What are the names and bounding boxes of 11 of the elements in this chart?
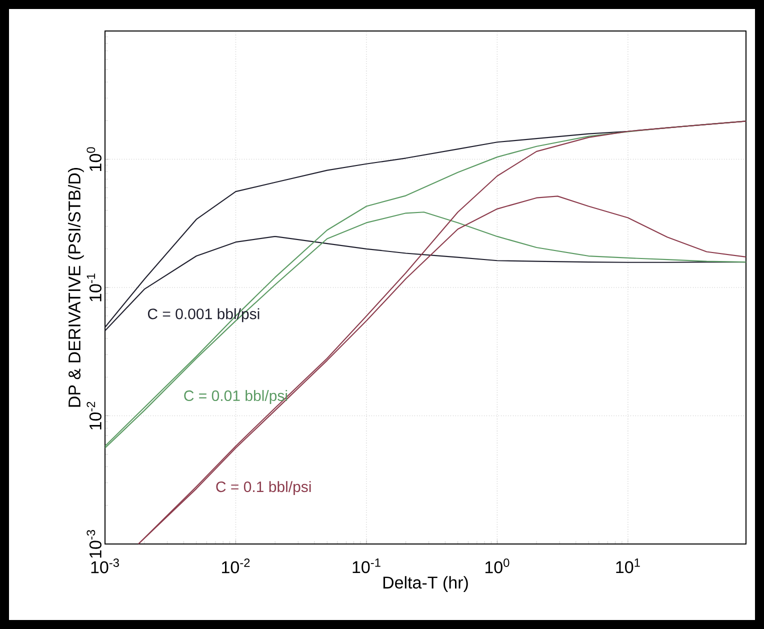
x-tick-label: 10$^{0}$ [485,558,510,574]
x-tick-label: 10$^{-2}$ [222,558,250,574]
y-tick-label: 10$^{-2}$ [86,402,102,430]
y-tick-label: 10$^{0}$ [86,147,102,171]
annotation: C = 0.01 bbl/psi [184,390,288,404]
x-tick-label: 10$^{-1}$ [352,558,380,574]
x-axis-title: Delta-T (hr) [383,576,468,592]
y-tick-label: 10$^{-1}$ [86,274,102,302]
x-tick-label: 10$^{1}$ [616,558,640,574]
annotation: C = 0.1 bbl/psi [216,481,311,496]
y-axis-title: DP & DERIVATIVE (PSI/STB/D) [68,168,84,407]
